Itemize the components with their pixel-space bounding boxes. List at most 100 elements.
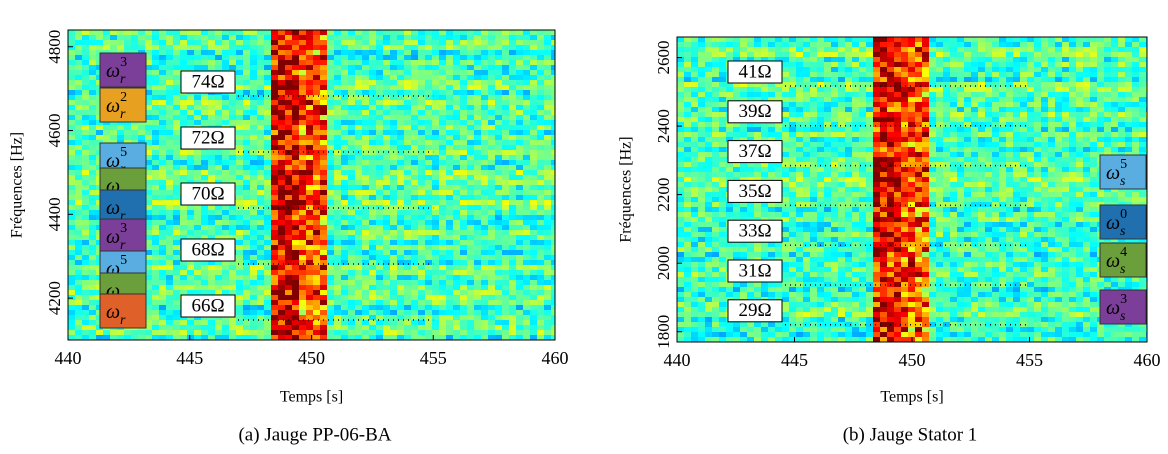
spectrogram-cell [726,42,733,47]
spectrogram-cell [404,300,411,305]
spectrogram-cell [320,220,327,225]
spectrogram-cell [698,52,705,57]
spectrogram-cell [481,305,488,310]
spectrogram-cell [138,335,145,340]
spectrogram-cell [516,70,523,75]
spectrogram-cell [299,80,306,85]
spectrogram-cell [397,245,404,250]
spectrogram-cell [187,325,194,330]
spectrogram-cell [418,245,425,250]
spectrogram-cell [138,45,145,50]
spectrogram-cell [425,95,432,100]
spectrogram-cell [82,240,89,245]
spectrogram-cell [68,70,75,75]
spectrogram-cell [523,125,530,130]
spectrogram-cell [446,100,453,105]
spectrogram-cell [89,220,96,225]
spectrogram-cell [376,95,383,100]
spectrogram-cell [467,230,474,235]
spectrogram-cell [327,305,334,310]
spectrogram-cell [544,195,551,200]
spectrogram-cell [810,52,817,57]
spectrogram-cell [383,265,390,270]
spectrogram-cell [502,70,509,75]
spectrogram-cell [684,52,691,57]
spectrogram-cell [446,35,453,40]
spectrogram-cell [369,285,376,290]
spectrogram-cell [173,145,180,150]
y-tick-label: 4400 [45,197,64,231]
spectrogram-cell [460,315,467,320]
spectrogram-cell [474,190,481,195]
spectrogram-cell [313,35,320,40]
spectrogram-cell [453,215,460,220]
spectrogram-cell [831,47,838,52]
spectrogram-cell [467,325,474,330]
spectrogram-cell [397,240,404,245]
mode-box [99,87,147,123]
spectrogram-cell [495,30,502,35]
spectrogram-cell [516,310,523,315]
spectrogram-cell [180,45,187,50]
spectrogram-cell [404,335,411,340]
spectrogram-cell [474,230,481,235]
spectrogram-cell [516,155,523,160]
spectrogram-cell [950,37,957,42]
spectrogram-cell [236,265,243,270]
spectrogram-cell [502,85,509,90]
spectrogram-cell [89,230,96,235]
spectrogram-cell [544,225,551,230]
spectrogram-cell [299,285,306,290]
spectrogram-cell [439,295,446,300]
spectrogram-cell [229,165,236,170]
spectrogram-cell [236,95,243,100]
spectrogram-cell [89,155,96,160]
spectrogram-cell [544,115,551,120]
spectrogram-cell [915,77,922,82]
spectrogram-cell [68,185,75,190]
spectrogram-cell [383,215,390,220]
spectrogram-cell [89,215,96,220]
spectrogram-cell [292,155,299,160]
spectrogram-cell [292,175,299,180]
spectrogram-cell [376,255,383,260]
spectrogram-cell [68,155,75,160]
spectrogram-cell [502,285,509,290]
spectrogram-cell [796,37,803,42]
spectrogram-cell [446,220,453,225]
spectrogram-cell [1013,62,1020,67]
spectrogram-cell [460,55,467,60]
spectrogram-cell [957,72,964,77]
spectrogram-cell [180,60,187,65]
spectrogram-cell [481,280,488,285]
spectrogram-cell [348,250,355,255]
mode-subscript: r [120,107,126,122]
spectrogram-cell [362,275,369,280]
spectrogram-cell [299,310,306,315]
spectrogram-cell [299,165,306,170]
spectrogram-cell [180,65,187,70]
spectrogram-cell [215,95,222,100]
spectrogram-cell [152,100,159,105]
spectrogram-cell [89,295,96,300]
spectrogram-cell [348,165,355,170]
spectrogram-cell [222,45,229,50]
spectrogram-cell [173,85,180,90]
spectrogram-cell [152,265,159,270]
spectrogram-cell [369,55,376,60]
spectrogram-cell [82,55,89,60]
spectrogram-cell [810,67,817,72]
spectrogram-cell [495,285,502,290]
spectrogram-cell [89,275,96,280]
spectrogram-cell [89,90,96,95]
spectrogram-cell [369,115,376,120]
spectrogram-cell [285,250,292,255]
spectrogram-cell [250,245,257,250]
spectrogram-cell [334,235,341,240]
spectrogram-cell [390,130,397,135]
spectrogram-cell [1132,57,1139,62]
spectrogram-cell [425,55,432,60]
spectrogram-cell [194,150,201,155]
spectrogram-cell [369,295,376,300]
spectrogram-cell [257,120,264,125]
